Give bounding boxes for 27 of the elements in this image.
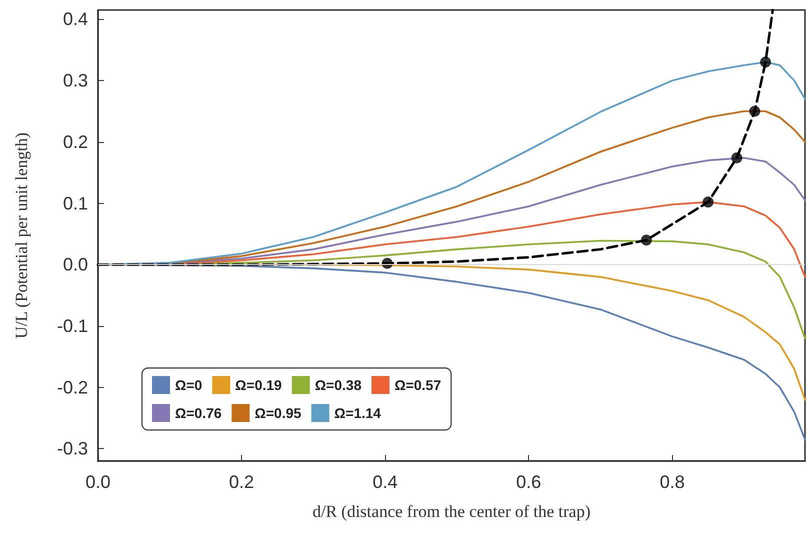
point xyxy=(760,56,772,68)
point xyxy=(749,106,760,117)
legend-label: Ω=1.14 xyxy=(334,405,382,421)
x-tick-label: 0.2 xyxy=(229,472,254,492)
x-tick-label: 0.6 xyxy=(516,472,542,492)
y-tick-label: -0.3 xyxy=(56,438,88,459)
y-tick-label: 0.1 xyxy=(62,193,88,214)
point xyxy=(702,196,714,208)
legend-label: Ω=0.95 xyxy=(254,405,302,421)
x-axis-title: d/R (distance from the center of the trap) xyxy=(312,502,591,521)
legend-label: Ω=0.57 xyxy=(394,377,442,393)
point xyxy=(731,152,742,164)
x-tick-label: 0.8 xyxy=(660,472,685,492)
y-tick-label: -0.1 xyxy=(56,316,88,336)
y-tick-label: 0.4 xyxy=(62,9,88,30)
y-tick-label: 0.3 xyxy=(62,70,88,91)
x-tick-label: 0.4 xyxy=(372,472,398,492)
point xyxy=(640,234,652,246)
y-tick-label: -0.2 xyxy=(56,377,88,398)
y-tick-label: 0.0 xyxy=(62,254,88,275)
legend-label: Ω=0.19 xyxy=(235,377,282,393)
y-tick-label: 0.2 xyxy=(62,132,88,152)
x-tick-label: 0.0 xyxy=(85,472,111,492)
legend-label: Ω=0.38 xyxy=(314,377,362,393)
legend-label: Ω=0.76 xyxy=(175,405,222,421)
y-axis-title: U/L (Potential per unit length) xyxy=(12,132,31,339)
legend-label: Ω=0 xyxy=(175,377,202,393)
